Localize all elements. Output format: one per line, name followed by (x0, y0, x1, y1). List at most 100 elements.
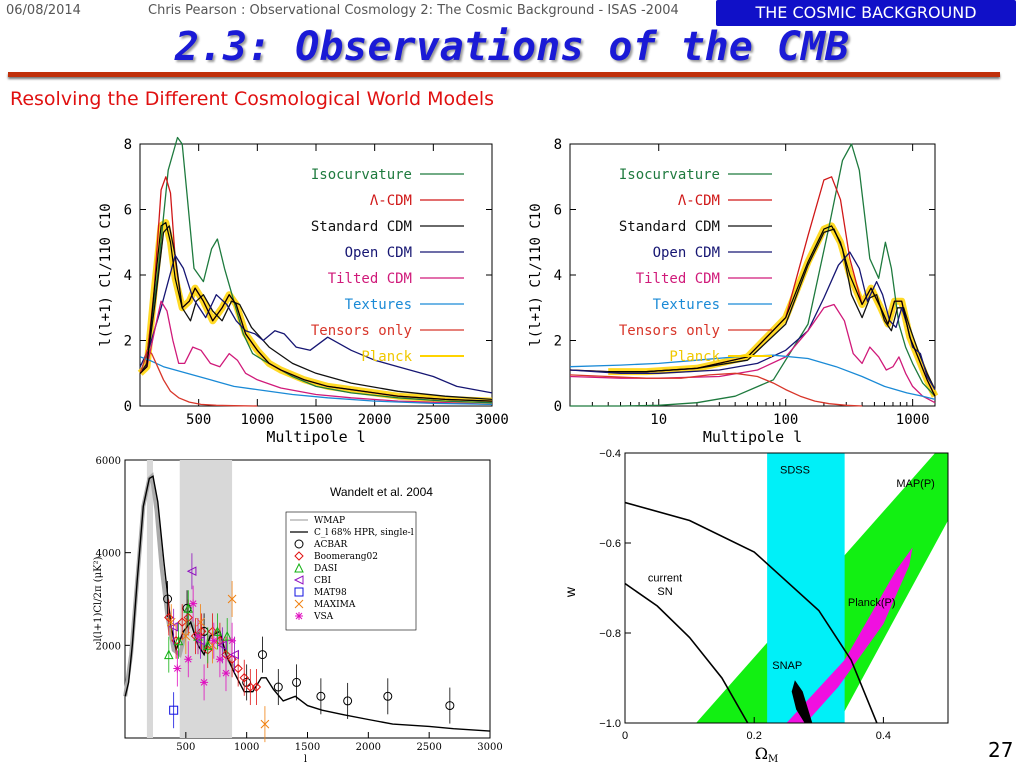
legend-label-textures: Textures (653, 297, 720, 313)
plot-frame (569, 143, 936, 407)
legend-label-cdm: Λ-CDM (678, 193, 720, 209)
data-point (229, 649, 239, 660)
legend-label-boomerang02: Boomerang02 (314, 552, 378, 562)
data-point (222, 630, 233, 641)
region-label-snap: SNAP (772, 660, 802, 672)
data-point (239, 673, 249, 683)
data-point (228, 636, 237, 645)
series-line-planck (608, 225, 936, 397)
data-point (212, 626, 223, 636)
plot-frame (624, 452, 949, 724)
data-point (215, 655, 224, 664)
data-point (173, 635, 184, 646)
contour-label-current: current (648, 572, 682, 584)
legend-label-open-cdm: Open CDM (345, 245, 412, 261)
legend-label-standard-cdm: Standard CDM (311, 219, 412, 235)
series-points-vsa (173, 585, 237, 701)
y-tick-label: 6000 (96, 456, 121, 467)
chart-log-power-spectrum: 0 2 4 6 8 10 100 1000 Multipole l l(l+1) Cl/110 C… (528, 137, 939, 446)
data-point (202, 640, 213, 650)
legend-label-wmap: WMAP (314, 516, 345, 526)
legend-label-tilted-cdm: Tilted CDM (328, 271, 412, 287)
y-tick-label: −0.6 (599, 538, 621, 550)
shaded-band (179, 460, 233, 738)
data-point (294, 587, 304, 597)
contour-line-1 (625, 501, 878, 723)
series-line-textures (569, 354, 936, 401)
data-point (294, 599, 304, 609)
data-point (257, 650, 267, 660)
data-point (383, 691, 393, 701)
data-point (177, 617, 187, 627)
data-point (294, 562, 304, 573)
plot-frame (139, 143, 493, 407)
header-date: 06/08/2014 (6, 3, 81, 18)
legend-label-standard-cdm: Standard CDM (619, 219, 720, 235)
series-line-isocurvature (570, 143, 936, 407)
series-points-maxima (166, 581, 270, 743)
slide-subtitle: Resolving the Different Cosmological Wor… (10, 88, 495, 110)
x-tick-label: 2000 (358, 412, 392, 428)
series-line-tensors-only (569, 372, 863, 407)
x-tick-label: 1500 (295, 742, 320, 753)
region-label-map-p: MAP(P) (896, 478, 935, 490)
y-axis-label: w (562, 586, 578, 598)
x-tick-label: 1000 (240, 412, 274, 428)
region-label-planck-p: Planck(P) (848, 597, 896, 609)
legend-label-tilted-cdm: Tilted CDM (636, 271, 720, 287)
data-point (200, 678, 209, 687)
header-author-course: Chris Pearson : Observational Cosmology … (148, 3, 679, 18)
data-point (173, 664, 182, 673)
chart-linear-power-spectrum: 0 2 4 6 8 500 1000 1500 2000 2500 3000 Multipole l l… (98, 136, 509, 446)
chart-cmb-data-compilation: 2000 4000 6000 500 1000 1500 2000 2500 3000 l l(l+… (93, 456, 503, 765)
data-point (294, 551, 304, 561)
data-point (209, 636, 218, 645)
data-point (273, 682, 283, 692)
x-tick-label: 100 (773, 412, 798, 428)
legend-label-vsa: VSA (313, 612, 334, 622)
x-tick-label: 500 (186, 412, 211, 428)
data-point (163, 649, 174, 660)
data-point (196, 626, 207, 637)
x-tick-label: 3000 (475, 412, 509, 428)
data-point (194, 632, 202, 641)
legend-label-maxima: MAXIMA (314, 600, 356, 610)
data-point (245, 682, 256, 692)
x-tick-label: 500 (176, 742, 195, 753)
legend-label-cdm: Λ-CDM (370, 193, 412, 209)
data-point (233, 663, 243, 674)
legend-label-textures: Textures (345, 297, 412, 313)
legend-label-cbi: CBI (314, 576, 332, 586)
legend-label-open-cdm: Open CDM (653, 245, 720, 261)
data-point (295, 612, 303, 620)
legend-label-isocurvature: Isocurvature (311, 167, 412, 183)
series-line-open-cdm (139, 254, 493, 394)
x-tick-label: 3000 (477, 742, 502, 753)
series-line-standard-cdm (139, 225, 493, 401)
data-point (292, 677, 302, 687)
series-line-textures (139, 356, 493, 406)
x-axis-label: Multipole l (703, 428, 802, 446)
data-point (184, 655, 193, 664)
x-tick-label: 0.4 (876, 730, 891, 742)
x-axis-label: Multipole l (266, 428, 365, 446)
legend-label-isocurvature: Isocurvature (619, 167, 720, 183)
y-tick-label: −1.0 (599, 718, 621, 730)
y-tick-label: 8 (554, 137, 562, 153)
data-point (221, 669, 230, 678)
x-tick-label: 1500 (299, 412, 333, 428)
x-tick-label: 2500 (416, 742, 441, 753)
x-axis-label: l (304, 754, 307, 765)
y-tick-label: 4 (554, 268, 562, 284)
data-point (316, 691, 326, 701)
y-tick-label: 6 (554, 203, 562, 219)
series-line-standard-cdm (569, 228, 936, 390)
data-point (166, 617, 176, 627)
series-line-isocurvature (139, 136, 493, 404)
y-tick-label: 0 (124, 399, 132, 415)
y-axis-label: l(l+1)Cl/2π (μK²) (93, 556, 104, 641)
series-line-tilted-cdm (569, 303, 936, 404)
legend-label-c-l-68-hpr-single-l: C_l 68% HPR, single-l (314, 528, 414, 538)
data-point (294, 539, 304, 549)
annotation: Wandelt et al. 2004 (330, 485, 433, 499)
